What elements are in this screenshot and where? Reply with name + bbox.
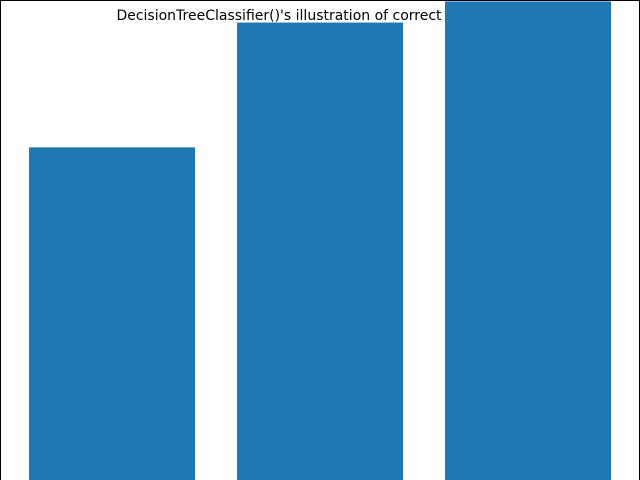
bar-3 — [445, 1, 611, 480]
chart-title: DecisionTreeClassifier()'s illustration … — [116, 8, 524, 24]
bar-2 — [237, 22, 403, 480]
bars-group — [29, 1, 611, 480]
bar-1 — [29, 147, 195, 480]
